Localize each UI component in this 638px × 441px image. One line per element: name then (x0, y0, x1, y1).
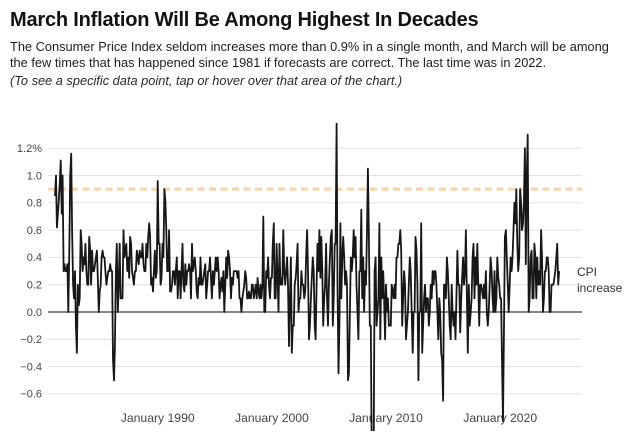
y-axis-tick-label: 0.6 (27, 225, 42, 237)
y-axis-tick-label: 0.2 (27, 280, 42, 292)
hover-instruction-note: (To see a specific data point, tap or ho… (10, 72, 403, 88)
y-axis-tick-label: −0.4 (20, 361, 42, 373)
y-axis-tick-label: −0.6 (20, 389, 42, 401)
cpi-chart-svg[interactable]: January 1990 January 2000 January 2010 Janu… (0, 109, 638, 431)
y-axis-tick-label: 0.4 (27, 252, 42, 264)
y-axis-tick-label: 0.8 (27, 198, 42, 210)
cpi-line-chart[interactable]: January 1990 January 2000 January 2010 Janu… (0, 109, 638, 431)
x-axis-tick-label: January 2010 (349, 411, 423, 425)
x-axis-tick-label: January 1990 (121, 411, 195, 425)
y-axis-tick-label: 0.0 (27, 307, 42, 319)
y-axis-tick-label: 1.0 (27, 170, 42, 182)
y-axis-tick-label: 1.2% (17, 143, 42, 155)
page-title: March Inflation Will Be Among Highest In… (10, 9, 479, 31)
x-axis-tick-label: January 2000 (235, 411, 309, 425)
cpi-data-line[interactable] (54, 122, 560, 431)
series-annotation-label: CPI increase (577, 265, 623, 295)
inflation-chart-page: March Inflation Will Be Among Highest In… (0, 9, 638, 441)
chart-subtitle: The Consumer Price Index seldom increase… (10, 39, 609, 71)
x-axis-tick-label: January 2020 (463, 411, 537, 425)
y-axis-tick-label: −0.2 (20, 334, 42, 346)
